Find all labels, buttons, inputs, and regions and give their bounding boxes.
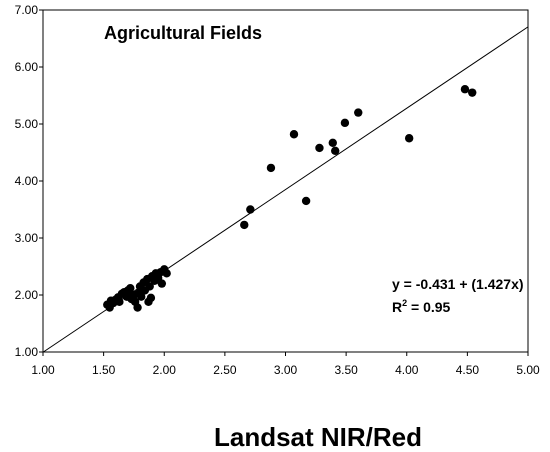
data-point (246, 205, 255, 214)
x-tick-label: 3.50 (334, 363, 358, 377)
data-point (404, 134, 414, 143)
x-axis-label: Landsat NIR/Red (214, 422, 422, 452)
chart-title: Agricultural Fields (104, 23, 262, 43)
y-tick-label: 6.00 (15, 60, 39, 74)
x-tick-label: 4.50 (456, 363, 480, 377)
r-squared-exponent: 2 (402, 298, 407, 308)
y-tick-label: 2.00 (15, 288, 39, 302)
data-point (157, 279, 167, 288)
x-tick-label: 4.00 (395, 363, 419, 377)
data-points (103, 85, 477, 312)
data-point (145, 282, 154, 291)
axes: 1.00 1.50 2.00 2.50 3.00 3.50 4.00 4.50 5.00 1.00… (15, 3, 540, 377)
data-point (146, 293, 156, 303)
regression-equation: y = -0.431 + (1.427x) (392, 276, 524, 292)
data-point (133, 303, 142, 312)
data-point (354, 108, 363, 117)
data-point (289, 130, 299, 139)
data-point (137, 292, 146, 301)
x-tick-label: 2.50 (213, 363, 237, 377)
data-point (115, 297, 124, 307)
y-tick-label: 7.00 (15, 3, 39, 17)
y-tick-label: 5.00 (15, 117, 39, 131)
data-point (468, 88, 477, 97)
y-tick-label: 3.00 (15, 231, 39, 245)
data-point (266, 163, 276, 173)
data-point (240, 220, 249, 230)
data-point (162, 269, 171, 278)
data-point (315, 143, 324, 153)
x-tick-label: 1.00 (31, 363, 55, 377)
y-tick-label: 1.00 (15, 345, 39, 359)
x-tick-label: 5.00 (516, 363, 540, 377)
data-point (126, 283, 135, 293)
x-tick-label: 3.00 (274, 363, 298, 377)
r-squared: R2 = 0.95 (392, 298, 451, 315)
y-tick-label: 4.00 (15, 174, 39, 188)
data-point (331, 146, 340, 155)
data-point (301, 196, 311, 206)
x-tick-label: 1.50 (92, 363, 116, 377)
r-squared-value: = 0.95 (407, 299, 450, 315)
data-point (460, 85, 470, 94)
data-point (340, 118, 350, 128)
data-point (328, 138, 337, 148)
r-squared-base: R (392, 299, 402, 315)
x-tick-label: 2.00 (153, 363, 177, 377)
